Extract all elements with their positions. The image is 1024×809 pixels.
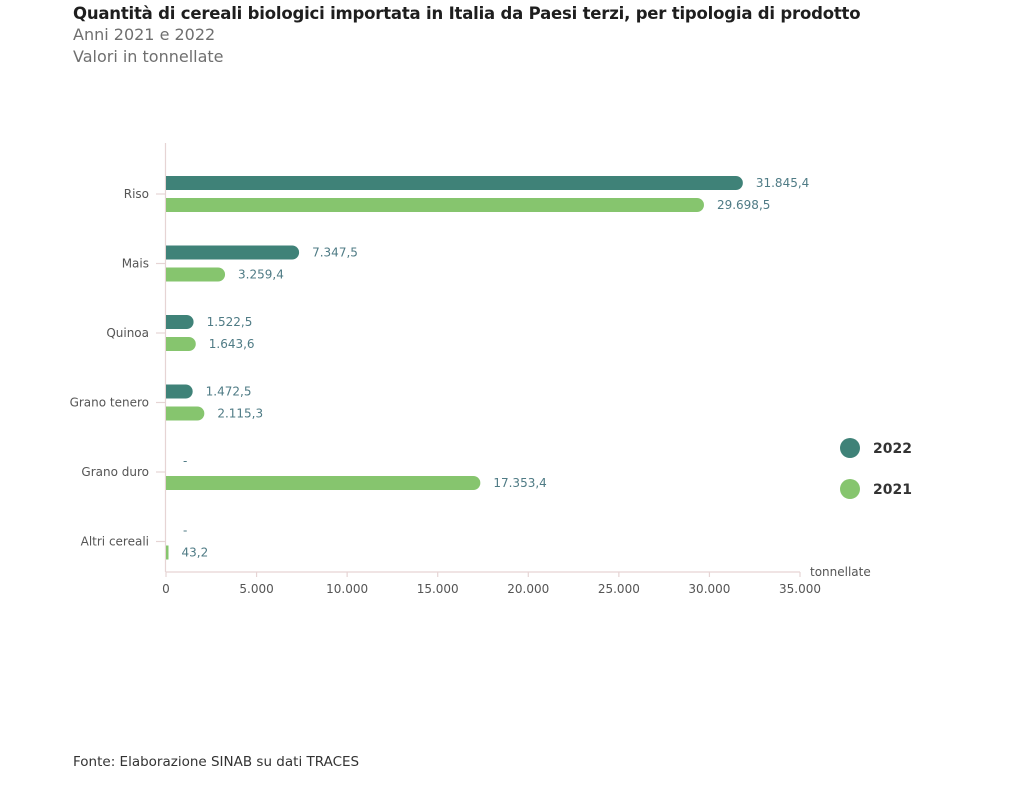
x-tick-label: 20.000 <box>507 582 549 596</box>
value-label: 1.522,5 <box>207 315 253 329</box>
bar-2022 <box>166 245 300 260</box>
bar-2022 <box>166 176 743 190</box>
value-label: - <box>183 524 187 538</box>
value-label: 17.353,4 <box>493 476 546 490</box>
category-label: Grano duro <box>81 465 149 479</box>
bar-2022 <box>166 315 194 329</box>
value-label: - <box>183 454 187 468</box>
x-tick-label: 0 <box>162 582 170 596</box>
value-label: 1.643,6 <box>209 337 255 351</box>
chart-subtitle-units: Valori in tonnellate <box>73 47 224 66</box>
value-label: 7.347,5 <box>312 246 358 260</box>
x-tick-label: 10.000 <box>326 582 368 596</box>
value-label: 3.259,4 <box>238 268 284 282</box>
bar-2021 <box>166 267 226 282</box>
x-tick-label: 35.000 <box>779 582 821 596</box>
bar-2021 <box>166 337 196 351</box>
source-note: Fonte: Elaborazione SINAB su dati TRACES <box>73 754 360 770</box>
bar-2021 <box>166 406 205 421</box>
category-label: Quinoa <box>106 326 149 340</box>
legend-marker-2022 <box>840 438 860 458</box>
legend-label: 2021 <box>873 482 912 498</box>
value-label: 43,2 <box>182 546 209 560</box>
bar-2021 <box>166 545 169 560</box>
bar-2022 <box>166 384 193 399</box>
legend-label: 2022 <box>873 441 912 457</box>
legend-marker-2021 <box>840 479 860 499</box>
x-tick-label: 15.000 <box>417 582 459 596</box>
chart-title: Quantità di cereali biologici importata … <box>73 4 861 23</box>
x-tick-label: 25.000 <box>598 582 640 596</box>
value-label: 2.115,3 <box>217 407 263 421</box>
value-label: 29.698,5 <box>717 198 770 212</box>
x-tick-label: 5.000 <box>239 582 273 596</box>
bar-2021 <box>166 476 481 490</box>
category-label: Grano tenero <box>70 396 149 410</box>
bar-2021 <box>166 198 704 212</box>
x-axis-title: tonnellate <box>810 565 871 579</box>
category-label: Altri cereali <box>81 535 149 549</box>
category-label: Riso <box>124 187 149 201</box>
x-tick-label: 30.000 <box>688 582 730 596</box>
value-label: 31.845,4 <box>756 176 809 190</box>
value-label: 1.472,5 <box>206 385 252 399</box>
category-label: Mais <box>122 257 149 271</box>
chart-subtitle-years: Anni 2021 e 2022 <box>73 25 216 44</box>
